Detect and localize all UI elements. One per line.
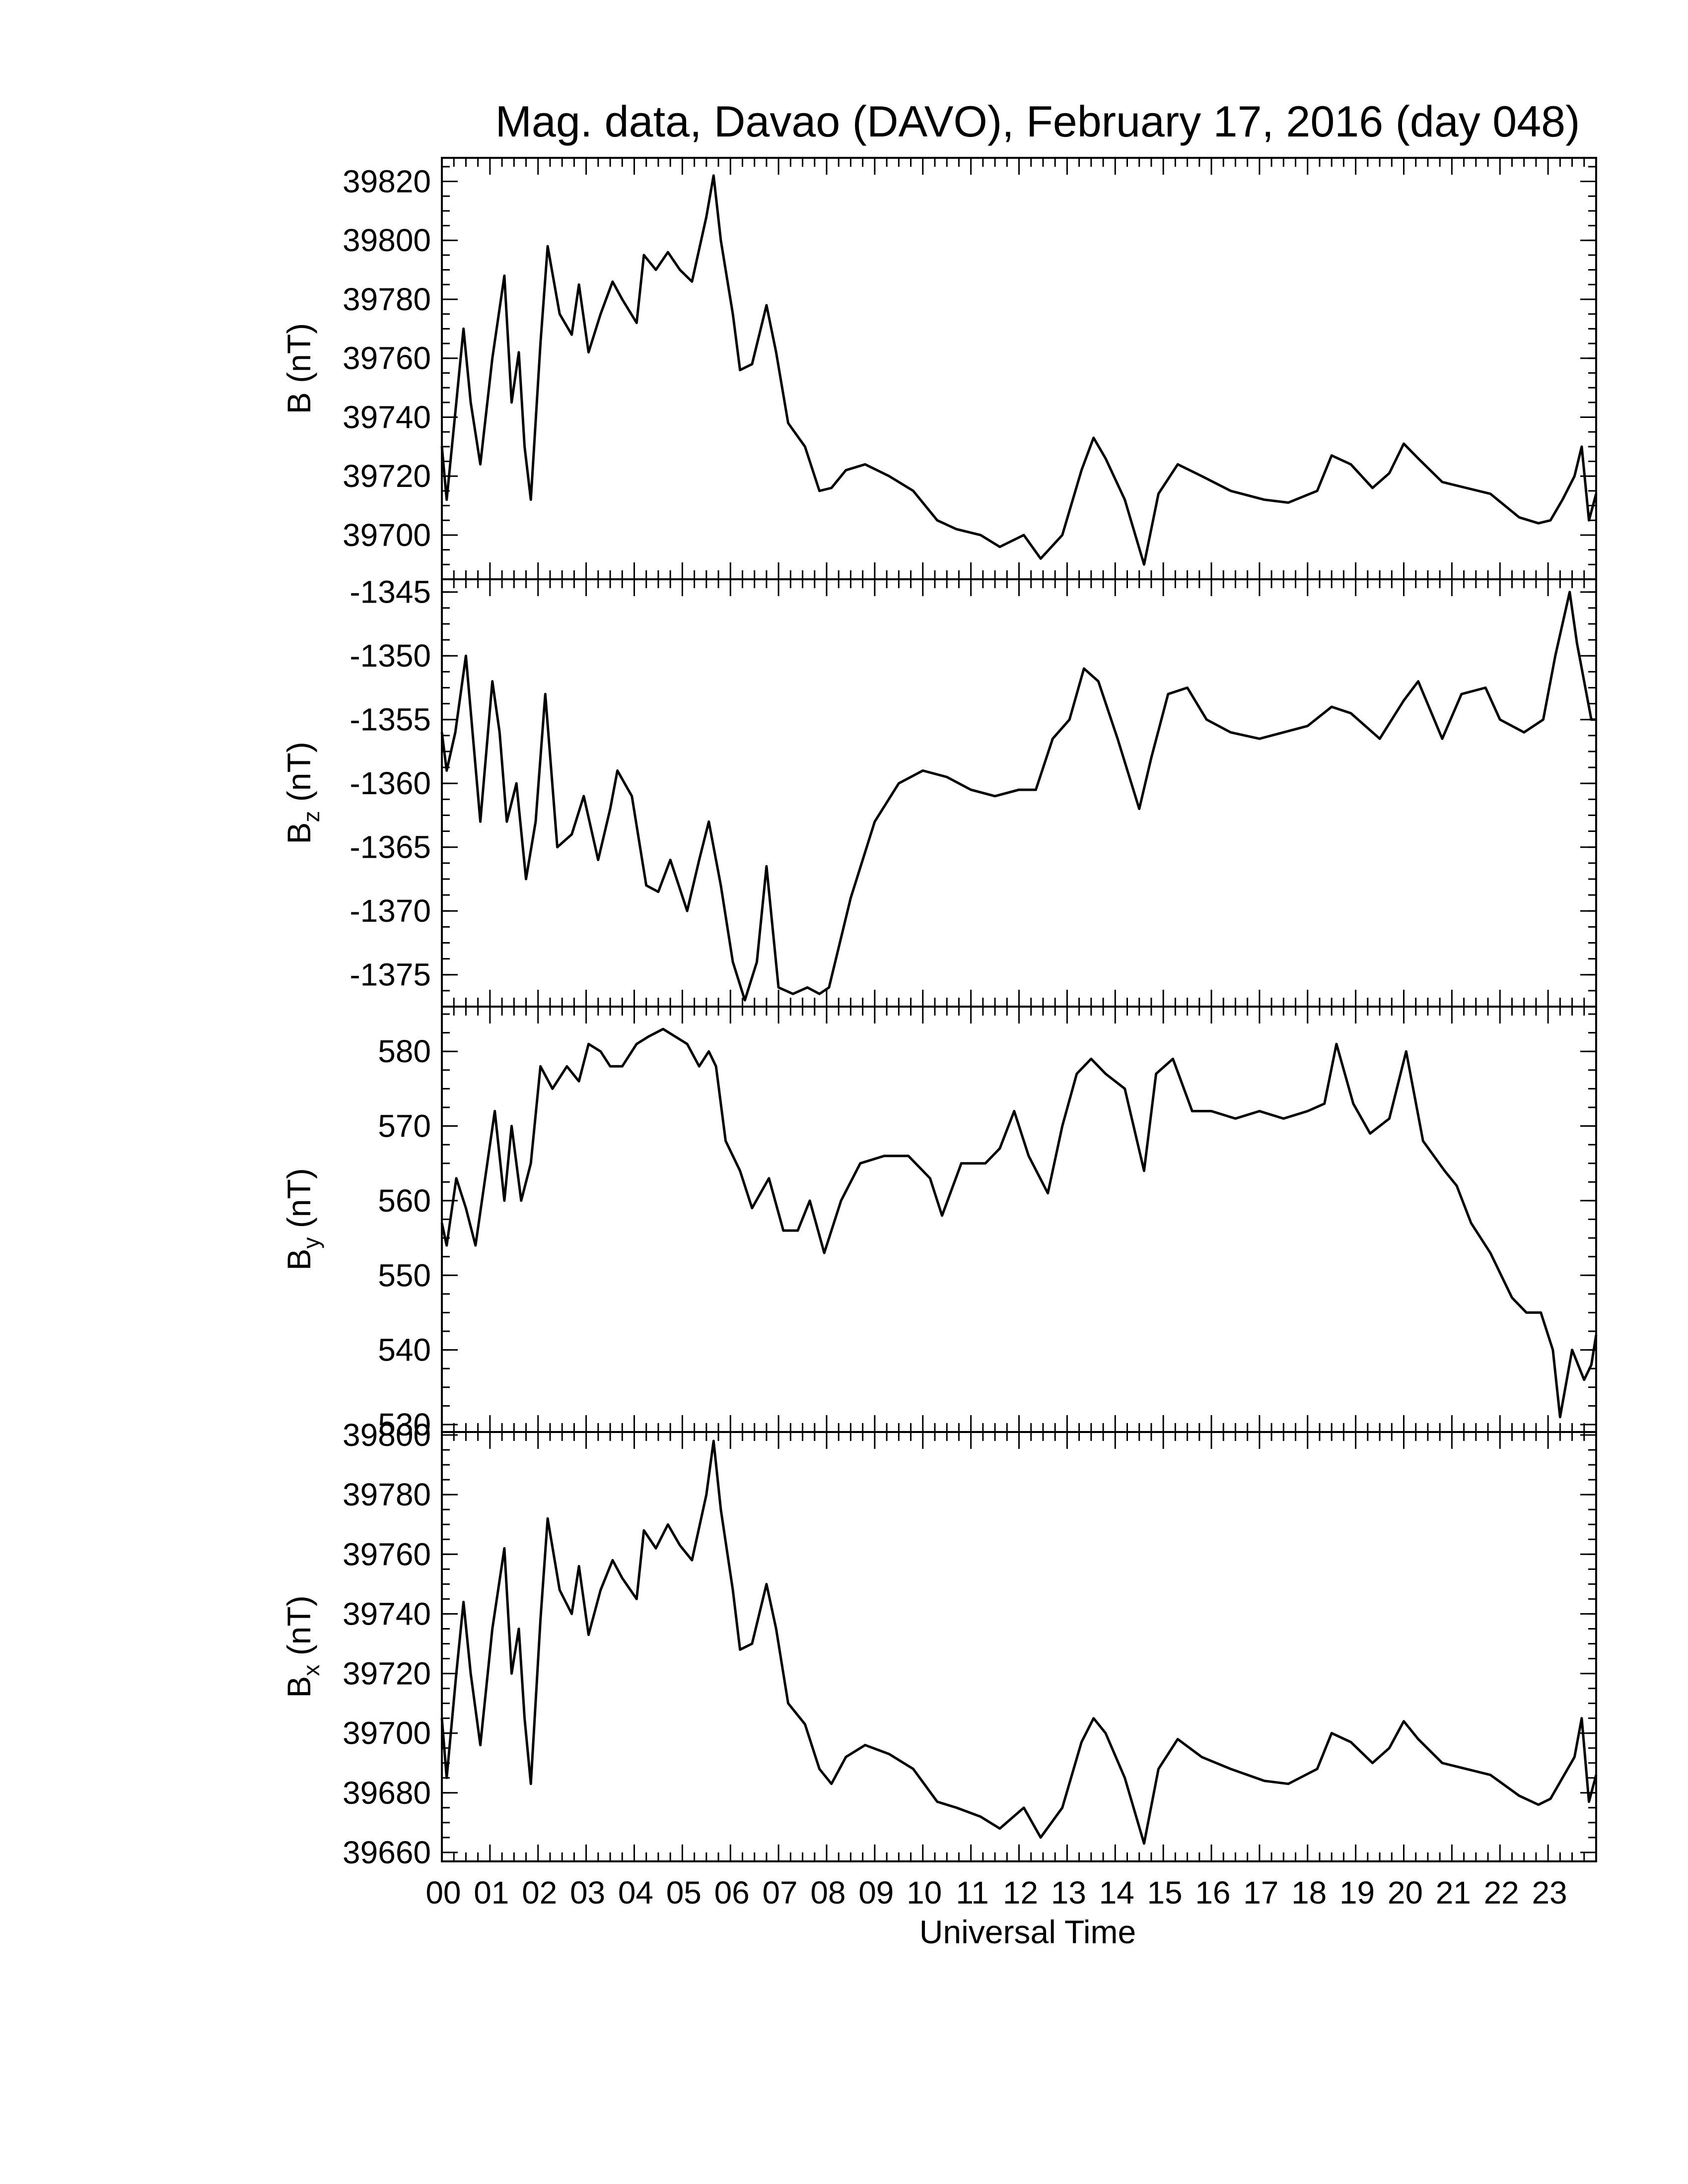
panel-By: 530 540 550 560 570 580 By (nT) — [281, 1006, 1598, 1442]
x-tick-label: 10 — [907, 1875, 942, 1911]
y-tick-label: 530 — [378, 1407, 431, 1442]
y-axis-label-By: By (nT) — [281, 1168, 324, 1270]
panels-layer: 39700 39720 39740 39760 39780 39800 39820 B (nT… — [281, 157, 1598, 1870]
series-line-B — [440, 174, 1598, 566]
series-line-Bx — [440, 1439, 1598, 1845]
y-tick-label: 39760 — [343, 341, 431, 376]
y-tick-label: -1360 — [350, 765, 431, 801]
y-tick-label: 39700 — [343, 1715, 431, 1751]
series-line-By — [440, 1027, 1598, 1419]
y-tick-label: -1375 — [350, 957, 431, 993]
y-tick-label: 580 — [378, 1033, 431, 1069]
y-tick-label: 39780 — [343, 281, 431, 317]
y-tick-label: 39660 — [343, 1835, 431, 1870]
x-tick-label: 09 — [858, 1875, 894, 1911]
x-tick-label: 02 — [522, 1875, 557, 1911]
x-tick-label: 12 — [1003, 1875, 1038, 1911]
y-axis-label-Bx: Bx (nT) — [281, 1595, 324, 1698]
series-line-Bz — [440, 591, 1596, 1002]
x-tick-label: 20 — [1388, 1875, 1423, 1911]
x-axis: 00 01 02 03 04 05 06 07 08 09 10 11 12 13 14 15 16 17 18 19… — [425, 1875, 1567, 1911]
y-tick-label: 39780 — [343, 1477, 431, 1512]
x-tick-label: 16 — [1195, 1875, 1230, 1911]
x-tick-label: 04 — [618, 1875, 653, 1911]
x-axis-label: Universal Time — [919, 1913, 1136, 1950]
y-tick-label: 570 — [378, 1108, 431, 1144]
x-tick-label: 13 — [1051, 1875, 1086, 1911]
panel-Bx: 39660 39680 39700 39720 39740 39760 39780 39800… — [281, 1417, 1598, 1870]
y-axis-label-B: B (nT) — [281, 323, 317, 414]
x-tick-label: 01 — [474, 1875, 509, 1911]
y-tick-label: 39740 — [343, 1596, 431, 1632]
y-tick-label: 39800 — [343, 1417, 431, 1453]
y-tick-label: -1355 — [350, 702, 431, 738]
x-tick-label: 07 — [762, 1875, 797, 1911]
y-tick-label: 39720 — [343, 1656, 431, 1692]
x-tick-label: 19 — [1339, 1875, 1375, 1911]
panel-frame — [441, 578, 1597, 1008]
x-tick-label: 08 — [810, 1875, 845, 1911]
x-tick-label: 22 — [1484, 1875, 1519, 1911]
panel-frame — [441, 1006, 1597, 1433]
panel-frame — [441, 157, 1597, 580]
chart-title: Mag. data, Davao (DAVO), February 17, 20… — [495, 97, 1580, 146]
y-tick-label: -1365 — [350, 829, 431, 865]
panel-B: 39700 39720 39740 39760 39780 39800 39820 B (nT… — [281, 157, 1598, 580]
x-tick-label: 05 — [666, 1875, 702, 1911]
x-tick-label: 11 — [956, 1875, 988, 1911]
y-tick-label: -1345 — [350, 574, 431, 610]
y-tick-label: 39820 — [343, 163, 431, 199]
y-tick-label: -1370 — [350, 893, 431, 929]
y-tick-label: -1350 — [350, 638, 431, 674]
y-tick-label: 39720 — [343, 458, 431, 494]
x-tick-label: 14 — [1099, 1875, 1134, 1911]
y-tick-label: 39700 — [343, 517, 431, 553]
y-tick-label: 39680 — [343, 1775, 431, 1811]
x-tick-label: 03 — [570, 1875, 605, 1911]
x-tick-label: 18 — [1291, 1875, 1327, 1911]
panel-Bz: -1375 -1370 -1365 -1360 -1355 -1350 -1345 Bz (n… — [281, 574, 1597, 1008]
y-axis-label-Bz: Bz (nT) — [281, 742, 324, 844]
x-tick-label: 15 — [1147, 1875, 1182, 1911]
x-tick-label: 23 — [1532, 1875, 1567, 1911]
y-tick-label: 39760 — [343, 1536, 431, 1572]
panel-frame — [441, 1431, 1597, 1862]
y-tick-label: 550 — [378, 1257, 431, 1293]
x-tick-label: 00 — [425, 1875, 461, 1911]
y-tick-label: 39740 — [343, 399, 431, 435]
x-tick-label: 17 — [1243, 1875, 1278, 1911]
x-tick-label: 06 — [714, 1875, 750, 1911]
y-tick-label: 540 — [378, 1332, 431, 1368]
y-tick-label: 560 — [378, 1183, 431, 1219]
y-tick-label: 39800 — [343, 222, 431, 258]
x-tick-label: 21 — [1436, 1875, 1471, 1911]
